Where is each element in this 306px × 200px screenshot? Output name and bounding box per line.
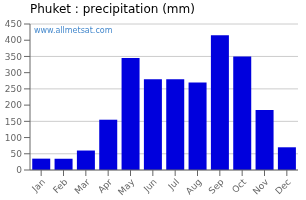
html-text:www.allmetsat.com: www.allmetsat.com <box>34 26 113 35</box>
svg-text:50: 50 <box>11 149 23 159</box>
svg-text:100: 100 <box>8 133 22 143</box>
svg-text:May: May <box>116 176 137 197</box>
svg-text:350: 350 <box>8 52 22 62</box>
svg-text:Sep: Sep <box>207 177 226 196</box>
svg-text:300: 300 <box>8 68 22 78</box>
svg-text:Apr: Apr <box>96 177 114 195</box>
svg-text:Jul: Jul <box>166 177 181 192</box>
svg-text:Aug: Aug <box>184 177 204 197</box>
svg-text:Dec: Dec <box>273 177 292 196</box>
svg-text:Mar: Mar <box>73 177 92 196</box>
svg-text:400: 400 <box>8 35 22 45</box>
svg-text:450: 450 <box>8 19 22 29</box>
svg-text:Oct: Oct <box>230 177 248 195</box>
svg-text:200: 200 <box>8 100 22 110</box>
svg-text:Nov: Nov <box>251 176 271 196</box>
svg-text:250: 250 <box>8 84 22 94</box>
svg-text:Feb: Feb <box>51 177 70 196</box>
html-text:Phuket : precipitation (mm): Phuket : precipitation (mm) <box>30 2 195 16</box>
svg-text:Jun: Jun <box>141 177 159 195</box>
svg-text:150: 150 <box>8 117 22 127</box>
svg-text:0: 0 <box>16 165 22 175</box>
svg-text:Jan: Jan <box>30 177 48 195</box>
